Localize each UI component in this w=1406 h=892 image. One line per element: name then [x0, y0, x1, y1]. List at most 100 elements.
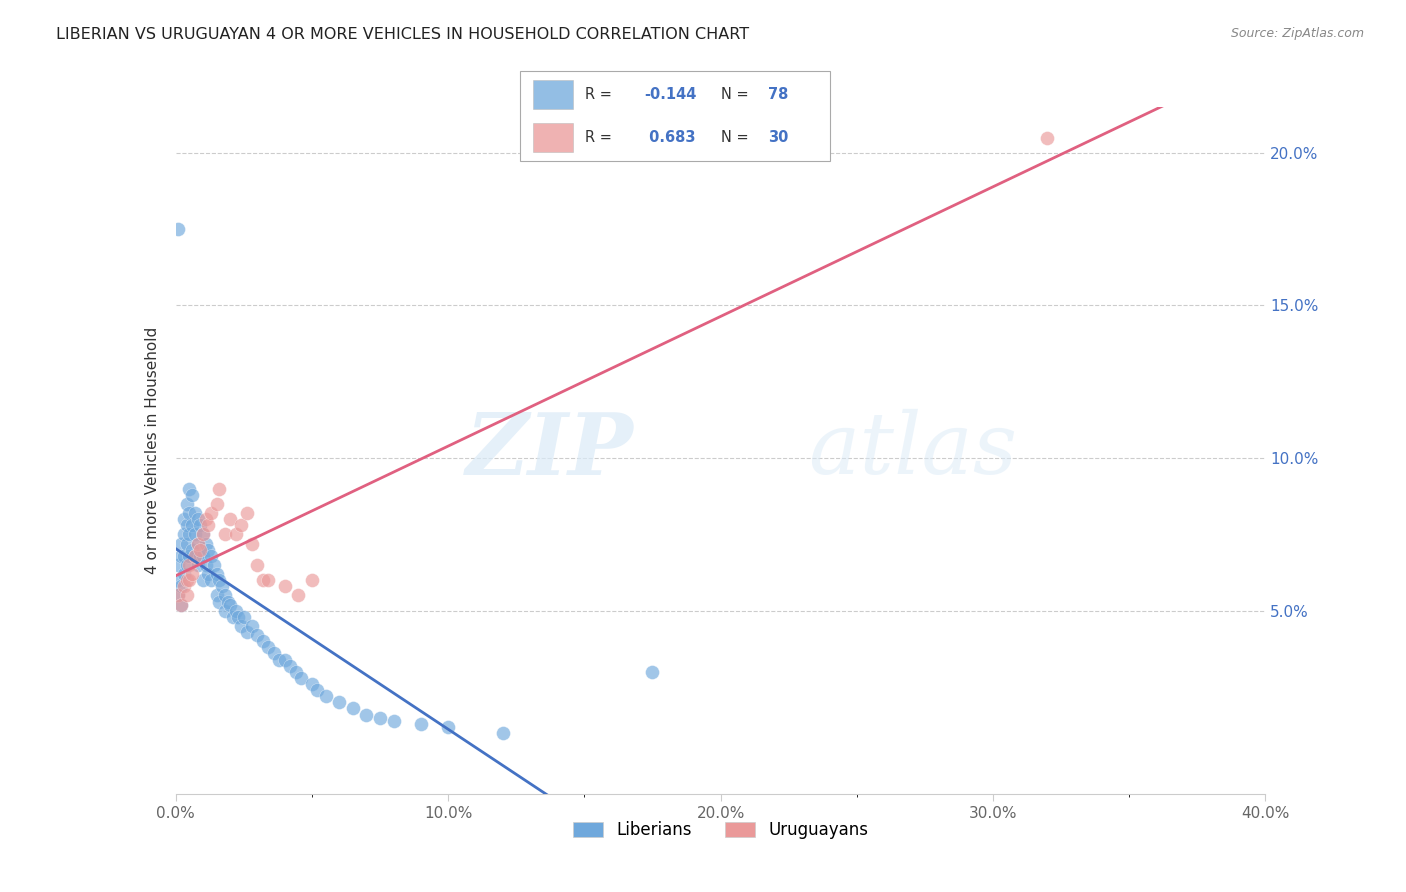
Point: [200, 506, 222, 520]
Point: [219, 598, 242, 612]
Point: [188, 549, 211, 563]
Point: [197, 518, 219, 533]
Point: [181, 542, 204, 557]
Point: [191, 527, 214, 541]
Text: R =: R =: [585, 87, 617, 102]
Point: [235, 625, 257, 640]
Point: [188, 518, 211, 533]
Point: [170, 598, 193, 612]
Point: [184, 549, 207, 563]
Point: [287, 589, 309, 603]
Point: [214, 589, 236, 603]
Point: [167, 558, 190, 572]
Point: [194, 536, 217, 550]
Point: [217, 594, 239, 608]
Point: [274, 652, 297, 666]
Point: [225, 527, 247, 541]
Point: [246, 558, 269, 572]
Point: [173, 527, 195, 541]
Point: [301, 573, 323, 587]
Point: [197, 567, 219, 582]
Point: [179, 482, 201, 496]
Text: R =: R =: [585, 130, 617, 145]
Text: N =: N =: [721, 87, 754, 102]
Point: [186, 536, 209, 550]
Point: [176, 573, 198, 587]
Point: [328, 695, 350, 709]
Point: [356, 707, 378, 722]
Point: [263, 647, 285, 661]
Point: [173, 579, 195, 593]
Text: -0.144: -0.144: [644, 87, 696, 102]
Point: [176, 589, 198, 603]
Point: [205, 497, 228, 511]
Point: [252, 634, 274, 648]
Point: [184, 549, 207, 563]
Point: [200, 549, 222, 563]
Point: [170, 536, 193, 550]
Point: [208, 482, 231, 496]
Point: [219, 512, 242, 526]
Point: [184, 506, 207, 520]
Point: [231, 518, 253, 533]
Point: [167, 589, 190, 603]
Text: LIBERIAN VS URUGUAYAN 4 OR MORE VEHICLES IN HOUSEHOLD CORRELATION CHART: LIBERIAN VS URUGUAYAN 4 OR MORE VEHICLES…: [56, 27, 749, 42]
Point: [492, 726, 515, 740]
Text: 30: 30: [768, 130, 787, 145]
Point: [641, 665, 664, 679]
Point: [194, 512, 217, 526]
Point: [188, 542, 211, 557]
Point: [232, 610, 254, 624]
Text: N =: N =: [721, 130, 754, 145]
Point: [181, 488, 204, 502]
Point: [176, 497, 198, 511]
Point: [284, 665, 307, 679]
Point: [191, 573, 214, 587]
Point: [167, 589, 190, 603]
Point: [301, 677, 323, 691]
Point: [181, 518, 204, 533]
FancyBboxPatch shape: [533, 80, 572, 109]
Point: [257, 573, 280, 587]
Text: Source: ZipAtlas.com: Source: ZipAtlas.com: [1230, 27, 1364, 40]
Point: [186, 512, 209, 526]
Text: 78: 78: [768, 87, 787, 102]
Text: 0.683: 0.683: [644, 130, 696, 145]
Point: [214, 527, 236, 541]
Point: [1036, 130, 1059, 145]
Point: [167, 573, 190, 587]
Point: [342, 701, 364, 715]
Point: [252, 573, 274, 587]
Point: [176, 518, 198, 533]
Point: [240, 619, 263, 633]
Point: [205, 567, 228, 582]
Point: [181, 567, 204, 582]
Point: [186, 558, 209, 572]
Point: [208, 573, 231, 587]
Point: [228, 610, 250, 624]
Point: [278, 658, 301, 673]
Point: [170, 549, 193, 563]
Point: [205, 589, 228, 603]
Y-axis label: 4 or more Vehicles in Household: 4 or more Vehicles in Household: [145, 326, 160, 574]
Legend: Liberians, Uruguayans: Liberians, Uruguayans: [564, 813, 877, 847]
Point: [176, 558, 198, 572]
Point: [409, 716, 432, 731]
Point: [186, 536, 209, 550]
Point: [307, 683, 329, 698]
Point: [179, 549, 201, 563]
Point: [200, 573, 222, 587]
Text: atlas: atlas: [807, 409, 1017, 491]
Text: ZIP: ZIP: [465, 409, 633, 492]
Point: [214, 604, 236, 618]
Point: [274, 579, 297, 593]
Point: [211, 579, 233, 593]
Point: [173, 567, 195, 582]
Point: [240, 536, 263, 550]
Point: [202, 558, 225, 572]
Point: [257, 640, 280, 655]
Point: [246, 628, 269, 642]
Point: [167, 222, 190, 236]
Point: [191, 527, 214, 541]
Point: [269, 652, 291, 666]
